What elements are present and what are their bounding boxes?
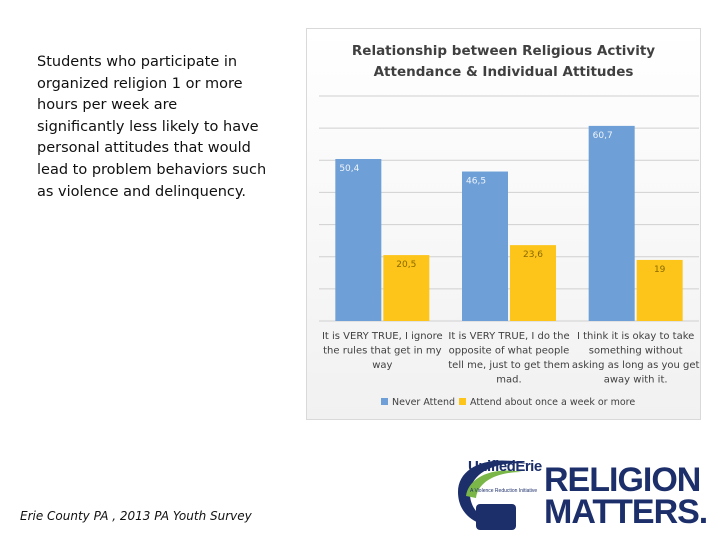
logo-brand-name: UnifiedErie [468,458,542,475]
bar-attend-weekly [636,259,683,321]
data-label: 46,5 [466,177,486,187]
bar-never-attend [588,125,635,322]
data-label: 60,7 [593,131,613,141]
data-label: 50,4 [339,164,359,174]
legend-entry: Never Attend [392,397,455,408]
category-label: mad. [496,375,521,386]
logo-religion-word: RELIGION [544,461,701,499]
logo-matters-word: MATTERS. [544,493,708,531]
category-label: tell me, just to get them [448,360,569,371]
chart-panel: Relationship between Religious Activity … [306,28,701,420]
unified-erie-swoosh-icon [458,460,528,530]
category-label: I think it is okay to take [577,331,694,342]
bar-attend-weekly [510,245,556,321]
chart-title: Relationship between Religious Activity … [351,43,656,80]
summary-text: Students who participate in organized re… [37,54,267,200]
data-label: 20,5 [396,260,416,270]
logo-tagline: A Violence Reduction Initiative [470,488,538,494]
category-label: something without [589,346,683,357]
category-label: It is VERY TRUE, I ignore [322,331,443,342]
religion-matters-logo: UnifiedErie A Violence Reduction Initiat… [450,444,712,536]
category-label: the rules that get in my [323,346,441,357]
data-label: 19 [654,265,666,275]
category-label: away with it. [604,375,668,386]
category-label: opposite of what people [449,346,570,357]
bar-attend-weekly [383,255,430,321]
legend-swatch [459,398,466,405]
bar-never-attend [462,171,508,321]
category-label: way [372,360,392,371]
category-label: asking as long as you get [572,360,700,371]
bar-chart: 50,4 46,5 60,7 20,5 23,6 19 It is VERY TRUE, I… [319,95,700,408]
source-note: Erie County PA , 2013 PA Youth Survey [20,509,252,523]
data-label: 23,6 [523,250,543,260]
legend-entry: Attend about once a week or more [470,397,635,408]
legend-swatch [381,398,388,405]
bar-never-attend [335,159,382,321]
category-label: It is VERY TRUE, I do the [448,331,569,342]
